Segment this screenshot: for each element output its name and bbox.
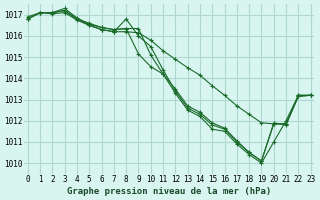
X-axis label: Graphe pression niveau de la mer (hPa): Graphe pression niveau de la mer (hPa) bbox=[67, 187, 271, 196]
